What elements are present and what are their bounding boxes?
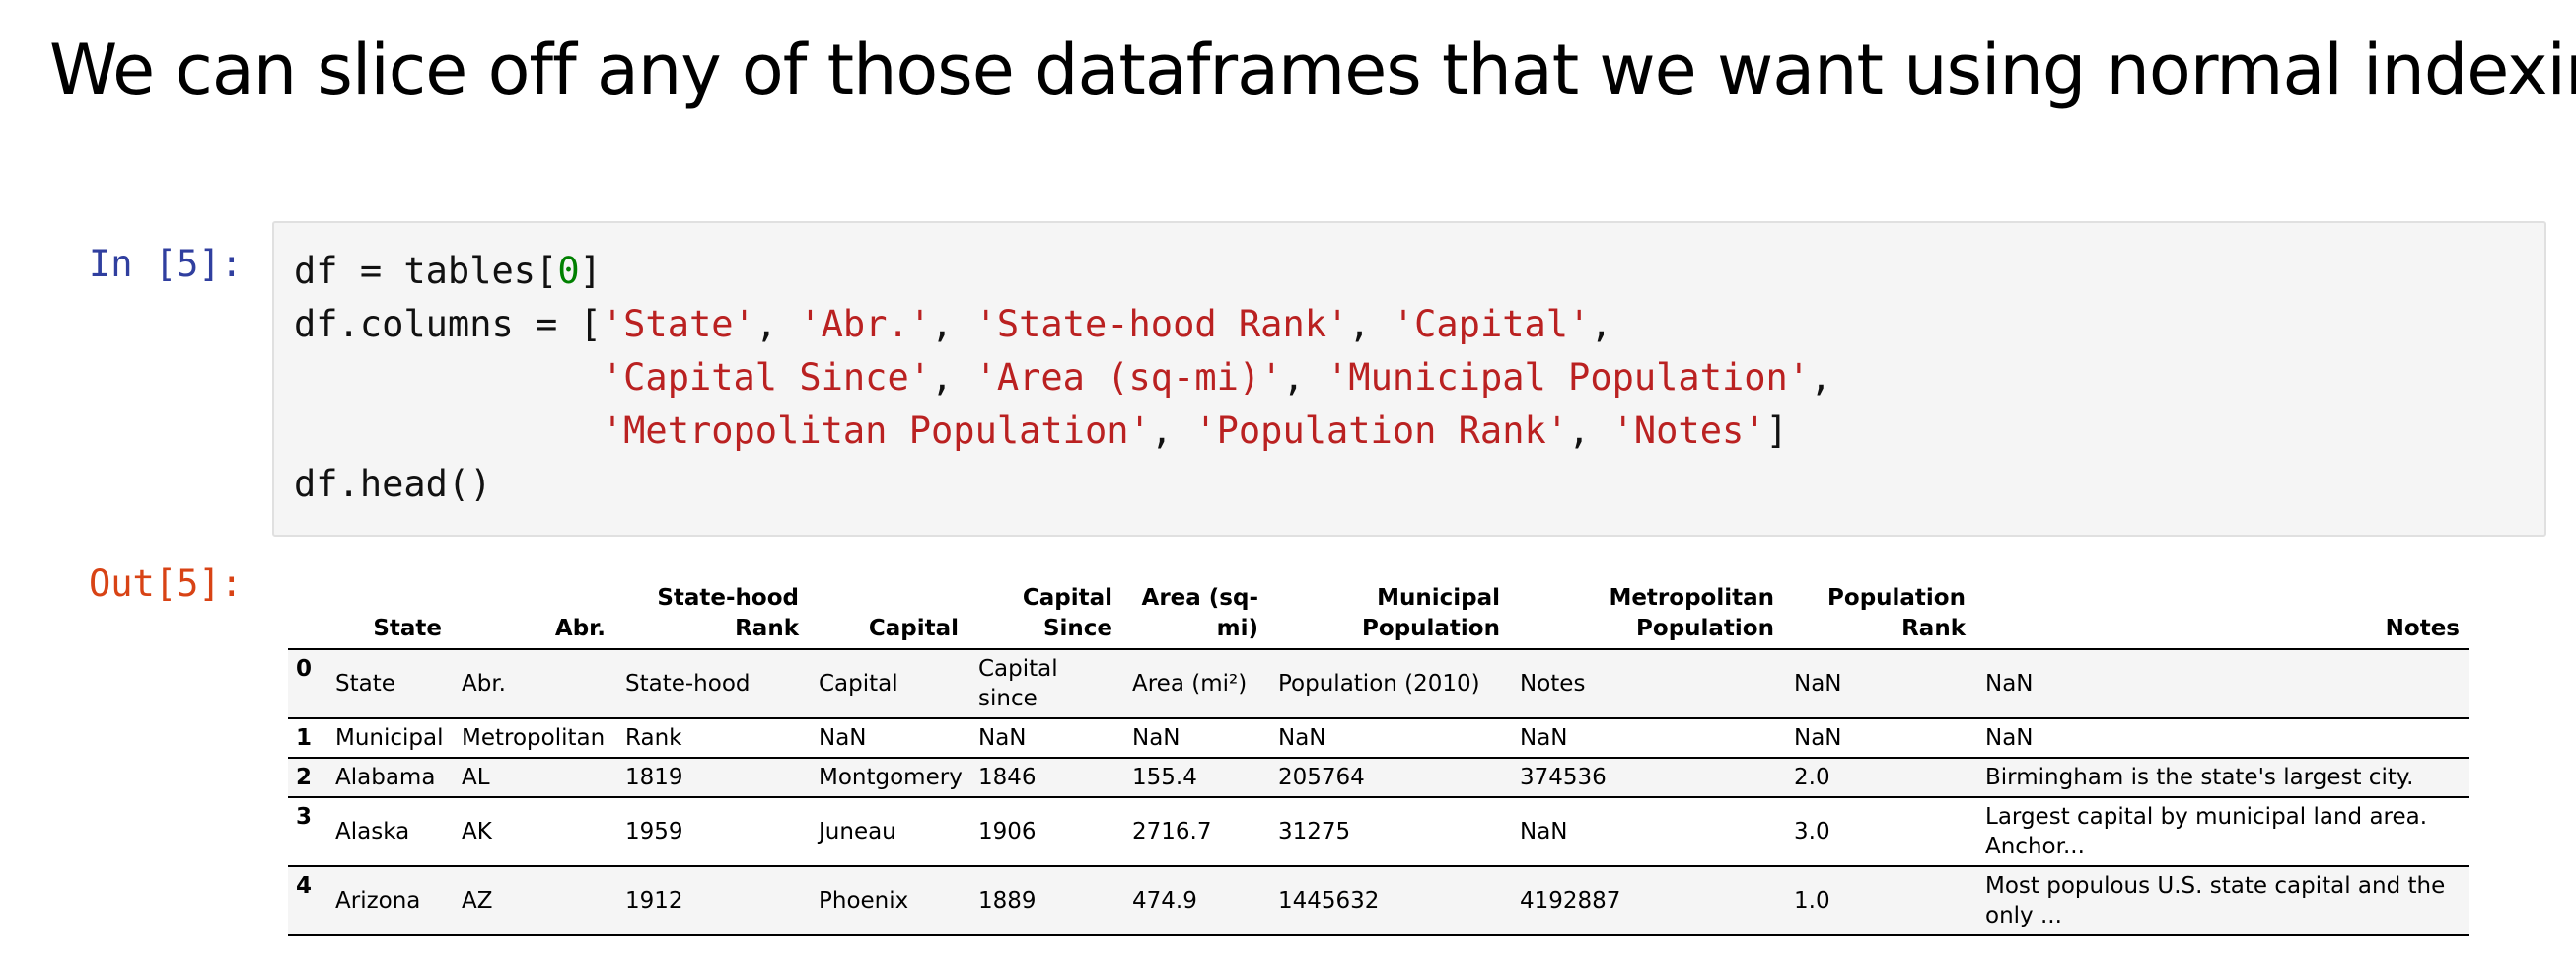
input-prompt: In [5]: bbox=[89, 243, 243, 285]
row-index: 2 bbox=[296, 765, 313, 790]
table-cell: 3.0 bbox=[1794, 819, 1830, 845]
column-header: Notes bbox=[1975, 577, 2469, 650]
table-cell: Most populous U.S. state capital and the… bbox=[1985, 873, 2446, 928]
table-cell: NaN bbox=[1278, 725, 1326, 751]
table-cell: Notes bbox=[1520, 671, 1586, 697]
table-cell: Montgomery bbox=[819, 765, 963, 790]
table-cell: 2.0 bbox=[1794, 765, 1830, 790]
table-cell: 1445632 bbox=[1278, 888, 1380, 914]
table-cell: 374536 bbox=[1520, 765, 1607, 790]
table-cell: 31275 bbox=[1278, 819, 1351, 845]
table-cell: 474.9 bbox=[1132, 888, 1197, 914]
column-header: Abr. bbox=[452, 577, 615, 650]
table-cell: Capital since bbox=[978, 656, 1058, 711]
table-cell: State-hood bbox=[625, 671, 751, 697]
table-cell: State bbox=[335, 671, 395, 697]
table-cell: 1889 bbox=[978, 888, 1037, 914]
table-cell: Population (2010) bbox=[1278, 671, 1480, 697]
table-cell: 2716.7 bbox=[1132, 819, 1212, 845]
table-cell: Birmingham is the state's largest city. bbox=[1985, 765, 2414, 790]
table-cell: 1912 bbox=[625, 888, 683, 914]
row-index: 1 bbox=[296, 725, 313, 751]
table-cell: 4192887 bbox=[1520, 888, 1621, 914]
table-cell: NaN bbox=[1132, 725, 1181, 751]
table-row: 1 Municipal Metropolitan Rank NaN NaN Na… bbox=[288, 718, 2469, 758]
column-header: Area (sq-mi) bbox=[1122, 577, 1268, 650]
table-cell: AL bbox=[462, 765, 490, 790]
table-cell: NaN bbox=[1985, 671, 2034, 697]
table-header-row: State Abr. State-hood Rank Capital Capit… bbox=[288, 577, 2469, 650]
output-area: State Abr. State-hood Rank Capital Capit… bbox=[288, 577, 2487, 936]
table-cell: Phoenix bbox=[819, 888, 909, 914]
table-cell: Rank bbox=[625, 725, 682, 751]
column-header: State bbox=[325, 577, 452, 650]
table-cell: AK bbox=[462, 819, 492, 845]
column-header: Capital bbox=[809, 577, 968, 650]
table-cell: AZ bbox=[462, 888, 493, 914]
table-cell: NaN bbox=[1794, 725, 1842, 751]
row-index: 0 bbox=[296, 656, 313, 682]
table-cell: NaN bbox=[1794, 671, 1842, 697]
table-cell: Capital bbox=[819, 671, 898, 697]
table-cell: 1846 bbox=[978, 765, 1037, 790]
table-cell: Abr. bbox=[462, 671, 506, 697]
table-cell: 205764 bbox=[1278, 765, 1365, 790]
table-cell: NaN bbox=[978, 725, 1027, 751]
table-cell: Alabama bbox=[335, 765, 436, 790]
table-cell: NaN bbox=[1520, 819, 1568, 845]
column-header: Metropolitan Population bbox=[1510, 577, 1784, 650]
column-header: Population Rank bbox=[1784, 577, 1975, 650]
table-cell: Largest capital by municipal land area. … bbox=[1985, 804, 2428, 859]
table-cell: Arizona bbox=[335, 888, 421, 914]
output-prompt: Out[5]: bbox=[89, 562, 243, 605]
table-row: 2 Alabama AL 1819 Montgomery 1846 155.4 … bbox=[288, 758, 2469, 797]
table-cell: NaN bbox=[1985, 725, 2034, 751]
column-header: Capital Since bbox=[968, 577, 1122, 650]
table-cell: Metropolitan bbox=[462, 725, 606, 751]
table-cell: 1.0 bbox=[1794, 888, 1830, 914]
table-cell: 1819 bbox=[625, 765, 683, 790]
row-index: 4 bbox=[296, 873, 313, 899]
table-row: 4 Arizona AZ 1912 Phoenix 1889 474.9 144… bbox=[288, 866, 2469, 935]
table-cell: 1959 bbox=[625, 819, 683, 845]
table-cell: NaN bbox=[1520, 725, 1568, 751]
table-cell: Alaska bbox=[335, 819, 410, 845]
table-cell: 1906 bbox=[978, 819, 1037, 845]
code-editor[interactable]: df = tables[0] df.columns = ['State', 'A… bbox=[294, 250, 1832, 505]
table-cell: NaN bbox=[819, 725, 867, 751]
table-row: 3 Alaska AK 1959 Juneau 1906 2716.7 3127… bbox=[288, 797, 2469, 866]
table-cell: 155.4 bbox=[1132, 765, 1197, 790]
row-index: 3 bbox=[296, 804, 313, 830]
table-cell: Juneau bbox=[819, 819, 896, 845]
dataframe-table: State Abr. State-hood Rank Capital Capit… bbox=[288, 577, 2469, 936]
table-row: 0 State Abr. State-hood Capital Capital … bbox=[288, 649, 2469, 718]
table-cell: Area (mi²) bbox=[1132, 671, 1248, 697]
markdown-heading: We can slice off any of those dataframes… bbox=[49, 30, 2576, 111]
table-cell: Municipal bbox=[335, 725, 444, 751]
column-header: Municipal Population bbox=[1268, 577, 1510, 650]
index-header bbox=[288, 577, 325, 650]
column-header: State-hood Rank bbox=[615, 577, 809, 650]
code-cell[interactable]: df = tables[0] df.columns = ['State', 'A… bbox=[272, 221, 2546, 537]
